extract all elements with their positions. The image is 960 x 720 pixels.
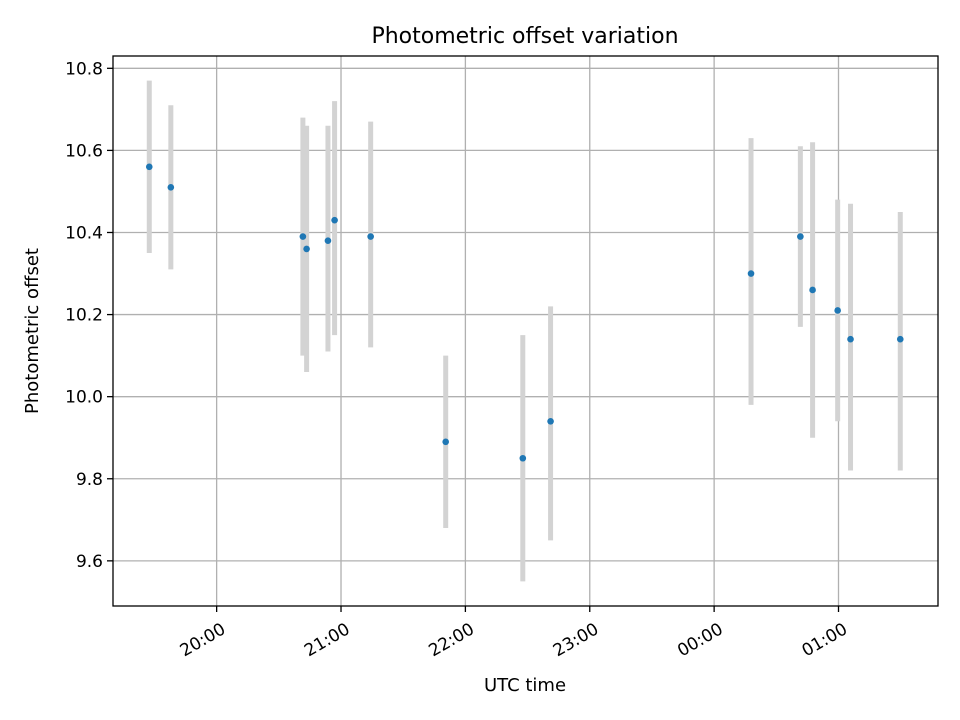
y-tick-label: 10.4	[65, 223, 103, 243]
data-point	[547, 417, 554, 425]
y-tick-label: 10.6	[65, 141, 103, 161]
y-axis: 9.6 9.8 10.0 10.2 10.4 10.6 10.8	[65, 59, 113, 572]
data-point	[324, 237, 332, 245]
data-points	[145, 163, 904, 462]
data-point	[303, 245, 310, 253]
data-point	[797, 233, 804, 240]
data-point	[809, 286, 816, 294]
data-point	[167, 184, 175, 191]
data-point	[331, 216, 338, 224]
data-point	[834, 307, 841, 314]
y-axis-label: Photometric offset	[22, 248, 43, 414]
data-point	[519, 454, 527, 462]
data-point	[896, 335, 904, 343]
chart-title: Photometric offset variation	[371, 24, 678, 49]
data-point	[145, 163, 153, 171]
data-point	[367, 233, 374, 240]
x-axis-label: UTC time	[484, 675, 566, 696]
data-point	[847, 335, 854, 343]
y-tick-label: 9.8	[76, 470, 103, 490]
data-point	[747, 270, 755, 277]
plot-frame	[112, 55, 939, 607]
y-tick-label: 10.8	[65, 59, 103, 79]
y-tick-label: 10.0	[65, 388, 103, 408]
data-point	[442, 438, 449, 446]
y-tick-label: 9.6	[76, 552, 103, 572]
y-tick-label: 10.2	[65, 306, 103, 326]
data-point	[299, 233, 307, 240]
